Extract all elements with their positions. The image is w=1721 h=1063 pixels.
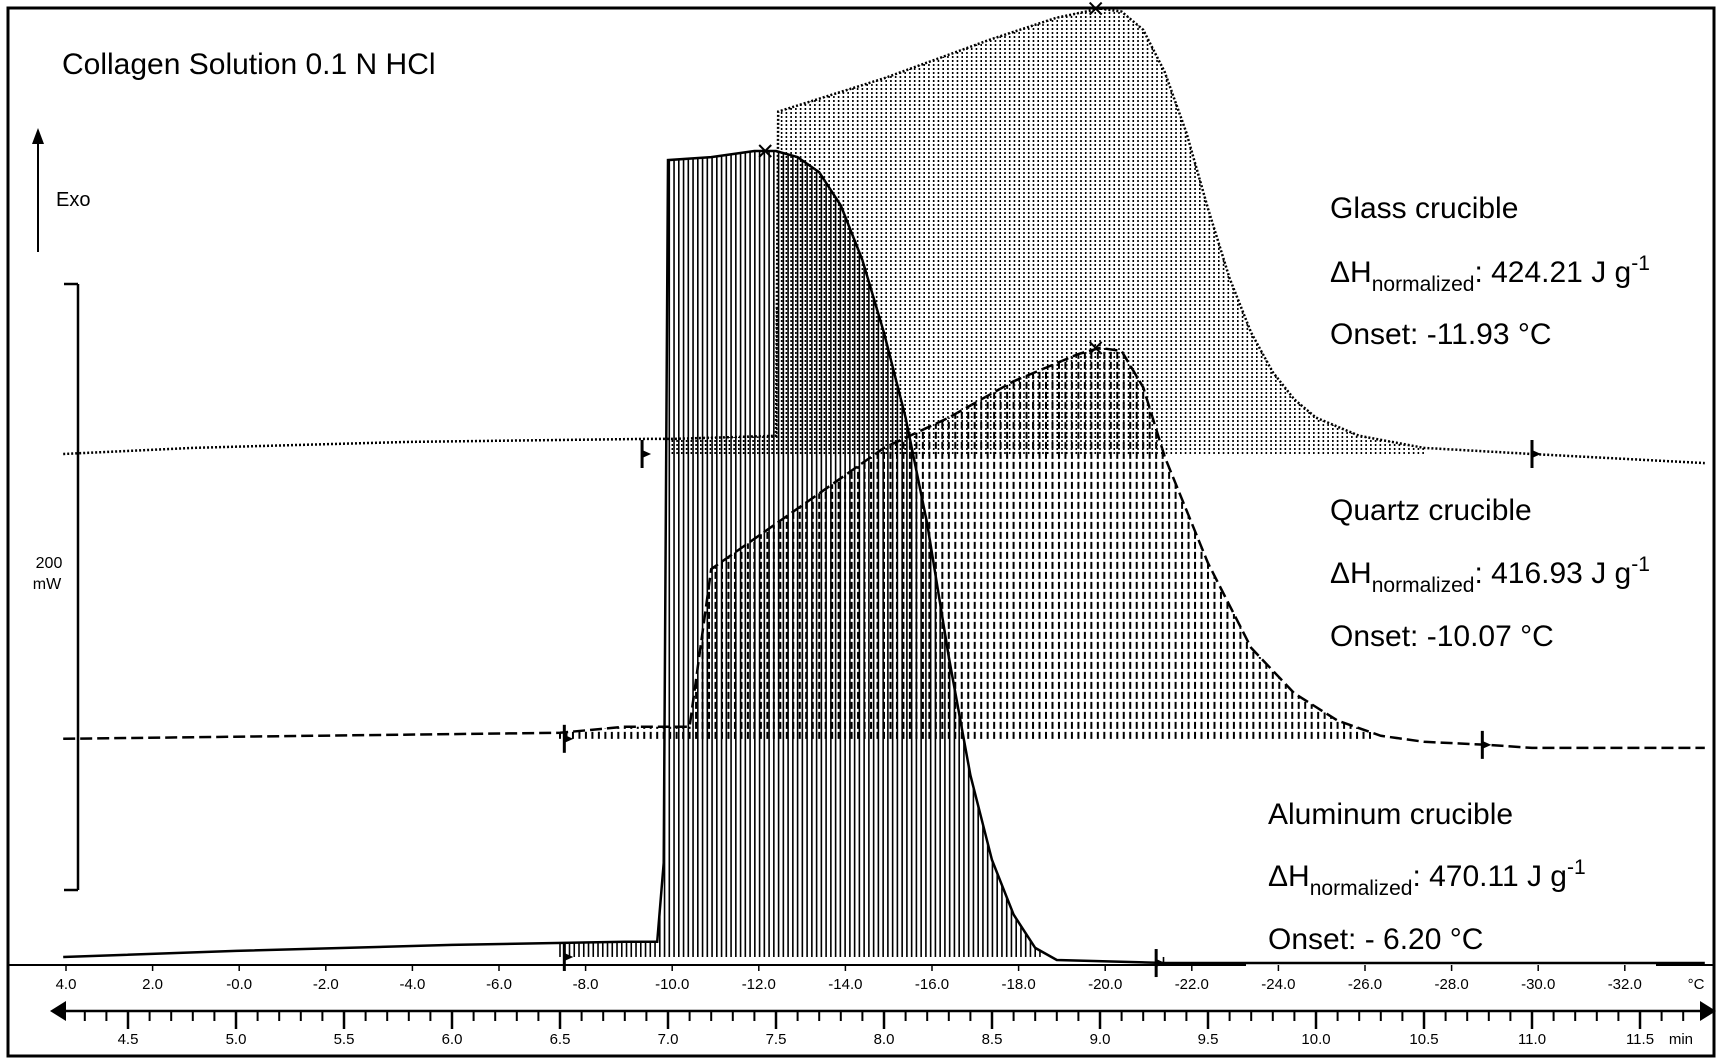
scale-bar-unit: mW bbox=[33, 576, 62, 593]
glass-dh-subscript: normalized bbox=[1372, 273, 1475, 296]
scale-bar bbox=[64, 282, 80, 892]
integration-limit-icon bbox=[562, 942, 574, 971]
temp-tick-label: -26.0 bbox=[1348, 976, 1382, 993]
temp-tick-label: -16.0 bbox=[915, 976, 949, 993]
peak-marker-icon bbox=[1088, 1, 1103, 16]
aluminum-annotation: Aluminum crucible ΔHnormalized: 470.11 J… bbox=[1268, 798, 1586, 956]
integration-limit-icon bbox=[640, 440, 652, 468]
aluminum-dh: ΔHnormalized: 470.11 J g-1 bbox=[1268, 856, 1586, 900]
time-tick-label: 6.5 bbox=[550, 1031, 571, 1048]
exo-arrow-icon bbox=[32, 128, 44, 252]
time-tick-label: 11.5 bbox=[1626, 1031, 1654, 1048]
time-tick-label: 7.5 bbox=[766, 1031, 787, 1048]
integration-limit-icon bbox=[1480, 730, 1492, 759]
glass-dh-symbol: ΔH bbox=[1330, 256, 1372, 289]
temp-ticks: 4.0 2.0 -0.0 -2.0 -4.0 -6.0 -8.0 -10.0 -12.0 -14.… bbox=[56, 965, 1642, 993]
quartz-annotation: Quartz crucible ΔHnormalized: 416.93 J g… bbox=[1330, 494, 1650, 653]
curve-aluminum-crucible bbox=[63, 149, 1705, 965]
quartz-series-name: Quartz crucible bbox=[1330, 494, 1532, 527]
aluminum-dh-value: : 470.11 J g bbox=[1412, 860, 1567, 893]
glass-onset: Onset: -11.93 °C bbox=[1330, 318, 1552, 351]
time-tick-label: 6.0 bbox=[442, 1031, 463, 1048]
dsc-curves bbox=[63, 7, 1705, 965]
quartz-dh-superscript: -1 bbox=[1631, 553, 1650, 576]
glass-series-name: Glass crucible bbox=[1330, 192, 1518, 225]
curve-quartz-crucible bbox=[63, 346, 1705, 750]
limit-head bbox=[564, 952, 574, 961]
integration-limit-icon bbox=[562, 724, 574, 753]
fill-hatch-aluminum-crucible bbox=[559, 151, 1165, 964]
peak-marker-icon bbox=[758, 144, 772, 158]
glass-dh-superscript: -1 bbox=[1631, 252, 1650, 275]
temp-tick-label: -24.0 bbox=[1261, 976, 1295, 993]
aluminum-dh-subscript: normalized bbox=[1310, 877, 1413, 900]
quartz-onset: Onset: -10.07 °C bbox=[1330, 620, 1554, 653]
glass-annotation: Glass crucible ΔHnormalized: 424.21 J g-… bbox=[1330, 192, 1650, 351]
time-tick-label: 8.0 bbox=[874, 1031, 895, 1048]
curve-markers bbox=[562, 1, 1541, 978]
glass-dh-value: : 424.21 J g bbox=[1474, 256, 1631, 289]
time-tick-label: 9.0 bbox=[1090, 1031, 1111, 1048]
limit-head bbox=[1532, 450, 1541, 458]
temp-tick-label: -20.0 bbox=[1088, 976, 1122, 993]
limit-head bbox=[642, 450, 652, 458]
time-ticks: 4.5 5.0 5.5 6.0 6.5 7.0 7.5 8.0 8.5 9.0 9.5 10.0 10.… bbox=[83, 1011, 1685, 1048]
fill-hatch-glass-crucible bbox=[671, 8, 1424, 454]
time-tick-label: 5.0 bbox=[226, 1031, 247, 1048]
exo-label: Exo bbox=[56, 189, 90, 211]
peak-marker-icon bbox=[1088, 341, 1103, 355]
time-axis-right-arrow-icon bbox=[1700, 1001, 1716, 1021]
limit-head bbox=[1482, 740, 1492, 749]
time-tick-label: 9.5 bbox=[1198, 1031, 1219, 1048]
quartz-dh-value: : 416.93 J g bbox=[1474, 557, 1631, 590]
time-tick-label: 5.5 bbox=[334, 1031, 355, 1048]
temp-tick-label: 4.0 bbox=[56, 976, 77, 993]
peak-marker-stroke bbox=[758, 144, 772, 158]
aluminum-dh-superscript: -1 bbox=[1567, 856, 1586, 879]
time-axis-left-arrow-icon bbox=[50, 1001, 66, 1021]
aluminum-series-name: Aluminum crucible bbox=[1268, 798, 1513, 831]
temp-tick-label: -8.0 bbox=[573, 976, 599, 993]
temp-tick-label: 2.0 bbox=[142, 976, 163, 993]
time-tick-label: 10.0 bbox=[1301, 1031, 1330, 1048]
time-tick-label: 4.5 bbox=[118, 1031, 139, 1048]
limit-head bbox=[564, 734, 574, 743]
time-tick-label: 10.5 bbox=[1409, 1031, 1438, 1048]
peak-marker-stroke bbox=[1088, 1, 1103, 16]
scale-bar-value: 200 bbox=[36, 555, 63, 572]
aluminum-onset: Onset: - 6.20 °C bbox=[1268, 923, 1483, 956]
temp-tick-label: -28.0 bbox=[1434, 976, 1468, 993]
time-tick-label: 7.0 bbox=[658, 1031, 679, 1048]
quartz-dh-symbol: ΔH bbox=[1330, 557, 1372, 590]
time-axis-unit: min bbox=[1669, 1031, 1693, 1048]
chart-frame bbox=[6, 6, 1716, 1058]
integration-fills bbox=[559, 8, 1424, 964]
quartz-dh: ΔHnormalized: 416.93 J g-1 bbox=[1330, 553, 1650, 597]
temp-tick-label: -30.0 bbox=[1521, 976, 1555, 993]
temp-tick-label: -6.0 bbox=[486, 976, 512, 993]
chart-title: Collagen Solution 0.1 N HCl bbox=[62, 48, 436, 81]
temp-tick-label: -0.0 bbox=[226, 976, 252, 993]
temp-tick-label: -10.0 bbox=[655, 976, 689, 993]
glass-dh: ΔHnormalized: 424.21 J g-1 bbox=[1330, 252, 1650, 296]
temp-tick-label: -18.0 bbox=[1001, 976, 1035, 993]
curve-glass-crucible bbox=[63, 7, 1705, 465]
time-tick-label: 8.5 bbox=[982, 1031, 1003, 1048]
integration-limit-icon bbox=[1530, 440, 1541, 468]
temp-tick-label: -12.0 bbox=[742, 976, 776, 993]
temp-tick-label: -14.0 bbox=[828, 976, 862, 993]
temp-tick-label: -32.0 bbox=[1608, 976, 1642, 993]
peak-marker-stroke bbox=[1088, 341, 1103, 355]
temp-axis-unit: °C bbox=[1688, 976, 1705, 993]
temp-tick-label: -22.0 bbox=[1175, 976, 1209, 993]
temp-tick-label: -4.0 bbox=[399, 976, 425, 993]
axes: 4.5 5.0 5.5 6.0 6.5 7.0 7.5 8.0 8.5 9.0 9.5 10.0 10.… bbox=[8, 964, 1716, 1048]
aluminum-dh-symbol: ΔH bbox=[1268, 860, 1310, 893]
time-tick-label: 11.0 bbox=[1518, 1031, 1546, 1048]
temp-tick-label: -2.0 bbox=[313, 976, 339, 993]
quartz-dh-subscript: normalized bbox=[1372, 574, 1475, 597]
